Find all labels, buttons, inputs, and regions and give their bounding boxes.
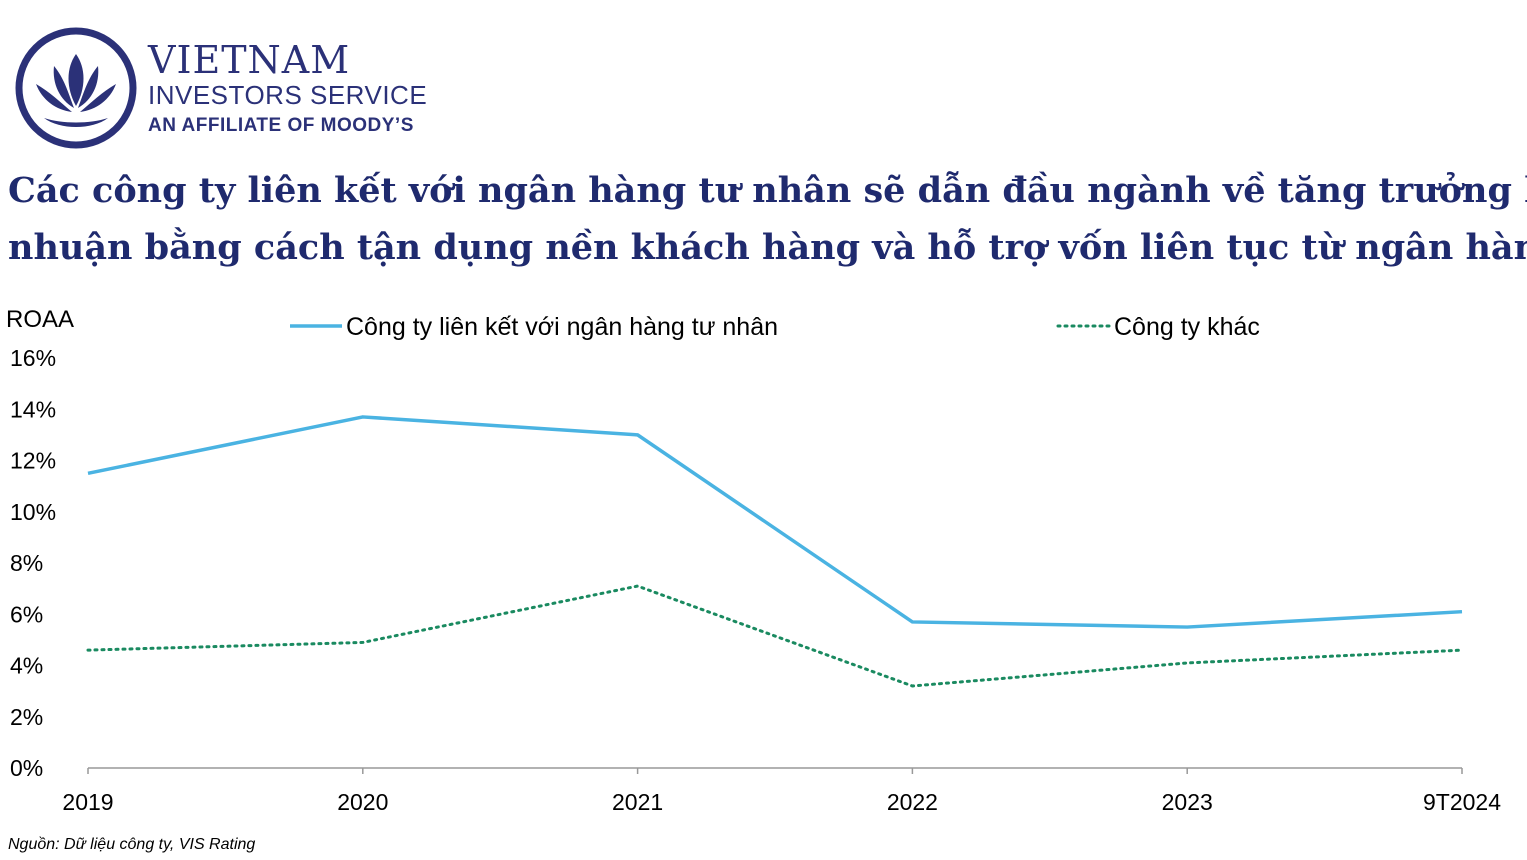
series-line-2 — [86, 584, 1464, 688]
y-axis-title: ROAA — [6, 306, 74, 333]
source-note: Nguồn: Dữ liệu công ty, VIS Rating — [8, 836, 256, 853]
y-tick-label: 2% — [10, 704, 43, 730]
logo-lotus-icon — [15, 27, 137, 149]
headline-line-2: nhuận bằng cách tận dụng nền khách hàng … — [8, 227, 1527, 268]
x-tick-label: 2023 — [1162, 789, 1213, 815]
y-tick-label: 10% — [10, 499, 56, 525]
brand-subtitle: INVESTORS SERVICE — [148, 80, 428, 110]
brand-block: VIETNAM INVESTORS SERVICE AN AFFILIATE O… — [148, 40, 427, 138]
headline-line-1: Các công ty liên kết với ngân hàng tư nh… — [8, 170, 1527, 211]
y-tick-label: 8% — [10, 550, 43, 576]
x-tick-label: 2020 — [337, 789, 388, 815]
x-tick-label: 2021 — [612, 789, 663, 815]
y-tick-label: 4% — [10, 653, 43, 679]
brand-affiliate: AN AFFILIATE OF MOODY’S — [148, 115, 414, 136]
y-tick-label: 12% — [10, 448, 56, 474]
legend-label-1: Công ty liên kết với ngân hàng tư nhân — [346, 313, 778, 341]
legend-label-2: Công ty khác — [1114, 313, 1260, 341]
y-tick-label: 0% — [10, 755, 43, 781]
chart-headline: Các công ty liên kết với ngân hàng tư nh… — [8, 162, 1527, 276]
y-tick-label: 6% — [10, 601, 43, 627]
x-tick-label: 2019 — [62, 789, 113, 815]
brand-name: VIETNAM — [148, 38, 351, 82]
x-tick-label: 2022 — [887, 789, 938, 815]
series-line-1 — [87, 415, 1463, 629]
x-tick-label: 9T2024 — [1423, 789, 1501, 815]
y-tick-label: 14% — [10, 396, 56, 422]
y-tick-label: 16% — [10, 345, 56, 371]
